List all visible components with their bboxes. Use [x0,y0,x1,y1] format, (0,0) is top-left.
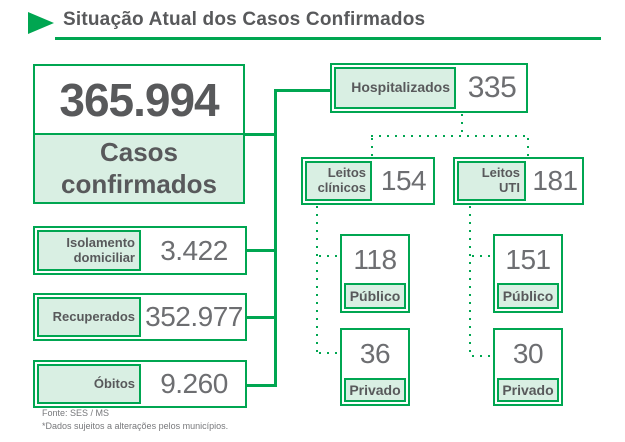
dotted-to-leitos-clinicos [371,138,373,158]
child-label-clinicos-privado: Privado [344,378,406,402]
child-label-clinicos-publico: Público [344,283,406,309]
dotted-to-privado-uti [472,355,493,357]
stat-value-hospitalizados: 335 [467,71,517,104]
stat-value-leitos-uti: 181 [532,165,578,196]
dotted-to-privado-clinicos [319,352,340,354]
child-box-clinicos-privado: 36 Privado [340,328,410,406]
child-label-uti-privado: Privado [497,378,559,402]
connector-from-isolamento [247,249,274,252]
dotted-from-hospitalizados [461,114,463,136]
footer-disclaimer: *Dados sujeitos a alterações pelos munic… [42,420,229,431]
dotted-split-horizontal [371,135,529,137]
page-title: Situação Atual dos Casos Confirmados [63,9,426,30]
stat-box-recuperados: Recuperados 352.977 [33,293,247,341]
stat-label-leitos-clinicos: Leitos clínicos [305,161,372,201]
stat-value-recuperados: 352.977 [145,301,243,332]
child-box-uti-publico: 151 Público [493,234,563,313]
footer-source: Fonte: SES / MS [42,408,110,418]
dotted-to-publico-uti [472,255,493,257]
dotted-to-leitos-uti [527,138,529,158]
section-marker-triangle-icon [28,12,54,34]
child-box-uti-privado: 30 Privado [493,328,563,406]
stat-label-leitos-uti: Leitos UTI [457,161,526,201]
stat-value-isolamento: 3.422 [160,234,228,266]
total-cases-label: Casos confirmados [35,133,243,202]
stat-box-leitos-uti: Leitos UTI 181 [453,157,584,205]
stat-label-recuperados: Recuperados [37,297,141,337]
dotted-trunk-clinicos [316,206,318,354]
dotted-trunk-uti [469,206,471,357]
total-cases-box: 365.994 Casos confirmados [33,64,245,204]
connector-trunk-vertical [274,89,277,387]
stat-box-obitos: Óbitos 9.260 [33,360,247,408]
footer-notes: Fonte: SES / MS *Dados sujeitos a altera… [42,407,228,432]
stat-box-isolamento: Isolamento domiciliar 3.422 [33,226,247,275]
dotted-to-publico-clinicos [319,255,340,257]
stat-label-obitos: Óbitos [37,364,141,404]
stat-box-leitos-clinicos: Leitos clínicos 154 [301,157,435,205]
child-value-clinicos-publico: 118 [353,243,397,275]
child-label-uti-publico: Público [497,283,559,309]
child-box-clinicos-publico: 118 Público [340,234,410,313]
stat-box-hospitalizados: Hospitalizados 335 [330,63,528,113]
stat-label-hospitalizados: Hospitalizados [334,67,456,109]
child-value-clinicos-privado: 36 [359,338,391,369]
connector-from-recuperados [247,316,274,319]
child-value-uti-privado: 30 [512,338,544,369]
connector-from-obitos [247,384,274,387]
stat-value-leitos-clinicos: 154 [380,165,427,196]
child-value-uti-publico: 151 [505,243,551,275]
connector-to-hospitalizados [277,89,330,92]
connector-from-total [243,133,274,136]
stat-value-obitos: 9.260 [160,368,228,399]
title-underline [55,37,601,40]
total-cases-value: 365.994 [59,73,219,126]
stat-label-isolamento: Isolamento domiciliar [37,230,141,271]
